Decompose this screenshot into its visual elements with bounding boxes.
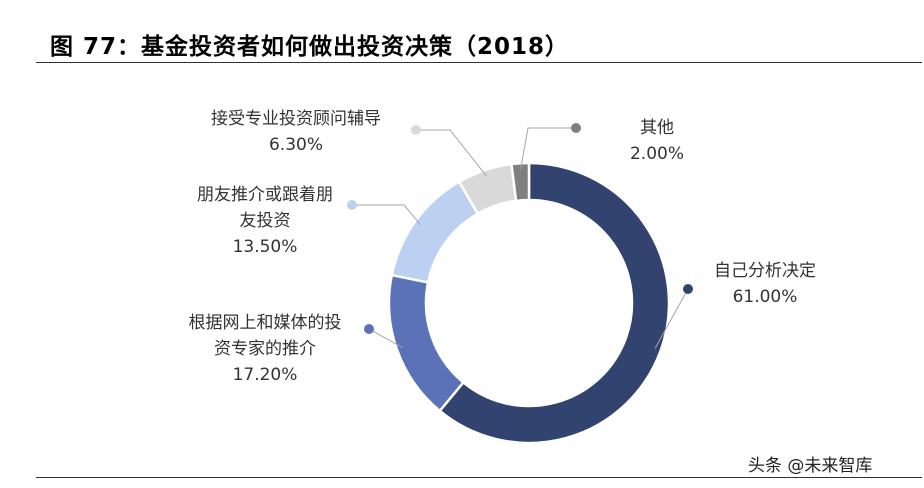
slice-label-0: 自己分析决定 61.00% xyxy=(714,261,816,307)
leader-line-2 xyxy=(352,204,421,225)
slice-label-1: 根据网上和媒体的投资专家的推介 17.20% xyxy=(189,313,342,385)
leader-dot-4 xyxy=(571,123,581,133)
footer-divider xyxy=(36,477,922,478)
slice-category-3: 接受专业投资顾问辅导 xyxy=(211,109,381,129)
slice-value-2: 13.50% xyxy=(233,237,298,257)
slice-category-0: 自己分析决定 xyxy=(714,261,816,281)
slice-category-2: 友投资 xyxy=(240,211,291,231)
watermark: 头条 @未来智库 xyxy=(748,456,873,476)
slice-value-0: 61.00% xyxy=(733,287,798,307)
slice-category-2: 朋友推介或跟着朋 xyxy=(197,185,333,205)
slice-value-3: 6.30% xyxy=(269,135,323,155)
slice-category-1: 资专家的推介 xyxy=(214,339,316,359)
leader-dot-2 xyxy=(347,200,357,210)
donut-slice-2 xyxy=(390,179,480,284)
donut-slice-1 xyxy=(387,273,466,413)
leader-line-3 xyxy=(416,129,487,177)
slice-category-1: 根据网上和媒体的投 xyxy=(189,313,342,333)
slice-label-3: 接受专业投资顾问辅导 6.30% xyxy=(211,109,381,155)
leader-dot-0 xyxy=(683,284,693,294)
slice-category-4: 其他 xyxy=(640,118,674,138)
title-divider xyxy=(36,62,922,63)
leader-dot-1 xyxy=(364,324,374,334)
slice-label-2: 朋友推介或跟着朋友投资 13.50% xyxy=(197,185,333,257)
donut-slice-0 xyxy=(437,161,671,445)
slice-value-4: 2.00% xyxy=(630,144,684,164)
leader-line-4 xyxy=(520,127,576,170)
figure-title: 图 77：基金投资者如何做出投资决策（2018） xyxy=(50,34,570,60)
leader-line-1 xyxy=(368,328,403,349)
leader-dot-3 xyxy=(411,125,421,135)
slice-label-4: 其他 2.00% xyxy=(630,118,684,164)
leader-line-0 xyxy=(654,288,689,349)
slice-value-1: 17.20% xyxy=(233,365,298,385)
donut-slice-4 xyxy=(510,161,531,203)
